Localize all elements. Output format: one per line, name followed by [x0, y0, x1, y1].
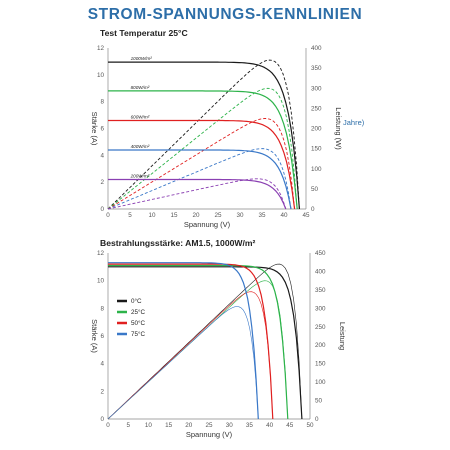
y-tick-label: 10: [97, 72, 105, 79]
x-tick-label: 45: [302, 212, 310, 219]
x-tick-label: 30: [236, 212, 244, 219]
iv-curve: [108, 264, 289, 420]
iv-curve: [108, 266, 303, 420]
y2-tick-label: 0: [311, 206, 315, 213]
y-axis-title: Stärke (A): [90, 112, 99, 146]
iv-curve: [108, 263, 274, 420]
y2-tick-label: 300: [315, 305, 326, 312]
x-tick-label: 0: [106, 212, 110, 219]
y2-tick-label: 400: [311, 45, 322, 52]
y-tick-label: 4: [100, 361, 104, 368]
y2-tick-label: 200: [311, 126, 322, 133]
x-tick-label: 50: [306, 422, 314, 429]
y-tick-label: 8: [100, 99, 104, 106]
y-tick-label: 2: [100, 388, 104, 395]
y2-tick-label: 400: [315, 268, 326, 275]
legend-label: 75°C: [131, 330, 146, 338]
y-tick-label: 12: [97, 250, 105, 257]
y2-tick-label: 300: [311, 85, 322, 92]
iv-curve: [108, 61, 300, 210]
legend-label: 50°C: [131, 319, 146, 327]
series-label: 1000W/m²: [131, 56, 153, 61]
x-tick-label: 15: [170, 212, 178, 219]
iv-curve: [108, 178, 287, 210]
x-tick-label: 10: [148, 212, 156, 219]
page-title: STROM-SPANNUNGS-KENNLINIEN: [87, 6, 363, 23]
y-tick-label: 10: [97, 278, 105, 285]
y2-tick-label: 100: [315, 379, 326, 386]
y2-axis-title: Leistung (W): [334, 107, 343, 150]
x-tick-label: 10: [145, 422, 153, 429]
x-tick-label: 20: [185, 422, 193, 429]
y2-tick-label: 150: [311, 146, 322, 153]
power-curve: [107, 178, 287, 210]
y2-tick-label: 50: [315, 398, 323, 405]
x-tick-label: 40: [266, 422, 274, 429]
iv-curve: [108, 262, 259, 420]
series-label: 400W/m²: [131, 144, 150, 149]
y2-tick-label: 50: [311, 186, 319, 193]
y2-tick-label: 450: [315, 250, 326, 257]
y-tick-label: 12: [97, 45, 105, 52]
legend-label: 25°C: [131, 308, 146, 316]
x-tick-label: 25: [214, 212, 222, 219]
y2-tick-label: 350: [311, 65, 322, 72]
x-tick-label: 5: [126, 422, 130, 429]
legend-label: 0°C: [131, 297, 142, 305]
y2-axis-title: Leistung: [338, 322, 347, 350]
x-axis-title: Spannung (V): [184, 220, 231, 229]
y2-tick-label: 250: [315, 324, 326, 331]
power-curve: [107, 117, 296, 210]
x-tick-label: 45: [286, 422, 294, 429]
x-tick-label: 40: [280, 212, 288, 219]
iv-curve: [108, 149, 292, 210]
y-tick-label: 4: [100, 152, 104, 159]
y2-tick-label: 250: [311, 105, 322, 112]
stray-text: Jahre): [343, 118, 365, 127]
series-label: 600W/m²: [131, 114, 150, 119]
x-tick-label: 25: [205, 422, 213, 429]
y-tick-label: 0: [100, 206, 104, 213]
y2-tick-label: 100: [311, 166, 322, 173]
x-tick-label: 0: [106, 422, 110, 429]
x-axis-title: Spannung (V): [186, 430, 233, 439]
x-tick-label: 35: [246, 422, 254, 429]
y2-tick-label: 0: [315, 416, 319, 423]
chart-1-title: Test Temperatur 25°C: [100, 28, 188, 38]
y-tick-label: 0: [100, 416, 104, 423]
y-tick-label: 6: [100, 126, 104, 133]
power-curve: [107, 306, 259, 420]
power-curve: [107, 291, 274, 420]
iv-curve: [108, 90, 298, 210]
x-tick-label: 5: [128, 212, 132, 219]
y-axis-title: Stärke (A): [90, 319, 99, 353]
y2-tick-label: 350: [315, 287, 326, 294]
iv-curve: [108, 119, 296, 210]
series-label: 200W/m²: [130, 173, 150, 178]
y-tick-label: 2: [100, 179, 104, 186]
x-tick-label: 15: [165, 422, 173, 429]
power-curve: [107, 87, 298, 210]
y-tick-label: 6: [100, 333, 104, 340]
x-tick-label: 30: [226, 422, 234, 429]
series-label: 800W/m²: [131, 85, 150, 90]
y2-tick-label: 150: [315, 361, 326, 368]
y-tick-label: 8: [100, 305, 104, 312]
y2-tick-label: 200: [315, 342, 326, 349]
x-tick-label: 20: [192, 212, 200, 219]
x-tick-label: 35: [258, 212, 266, 219]
chart-2-title: Bestrahlungsstärke: AM1.5, 1000W/m²: [100, 238, 256, 248]
chart-1: 0 5 10 15 20 25 30 35 40 450246810120501001502002…: [90, 45, 343, 229]
